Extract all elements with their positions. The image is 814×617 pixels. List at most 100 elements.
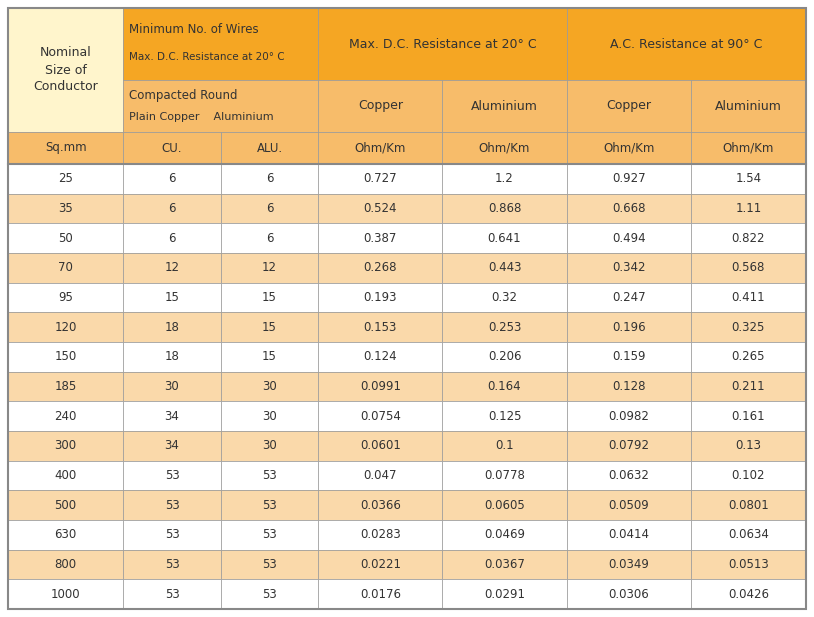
Text: 6: 6 [168, 231, 176, 245]
Text: 0.0792: 0.0792 [608, 439, 650, 452]
Bar [567, 164, 691, 194]
Bar [567, 132, 691, 164]
Bar [443, 520, 567, 550]
Bar [443, 80, 567, 132]
Text: 0.102: 0.102 [732, 469, 765, 482]
Text: 18: 18 [164, 350, 179, 363]
Bar [318, 312, 443, 342]
Bar [567, 491, 691, 520]
Bar [318, 342, 443, 371]
Text: 0.0367: 0.0367 [484, 558, 525, 571]
Bar [123, 80, 318, 132]
Text: 53: 53 [262, 587, 277, 601]
Text: 12: 12 [164, 262, 180, 275]
Text: 630: 630 [55, 528, 77, 541]
Text: 800: 800 [55, 558, 77, 571]
Text: 0.641: 0.641 [488, 231, 521, 245]
Text: 0.0176: 0.0176 [360, 587, 401, 601]
Bar [221, 491, 318, 520]
Bar [318, 550, 443, 579]
Bar [8, 431, 123, 461]
Bar [318, 253, 443, 283]
Bar [123, 579, 221, 609]
Text: 30: 30 [262, 380, 277, 393]
Bar [123, 520, 221, 550]
Text: Plain Copper    Aluminium: Plain Copper Aluminium [129, 112, 274, 122]
Bar [691, 461, 806, 491]
Bar [691, 579, 806, 609]
Text: 70: 70 [58, 262, 73, 275]
Text: 6: 6 [266, 172, 274, 185]
Bar [123, 164, 221, 194]
Bar [443, 283, 567, 312]
Text: 0.211: 0.211 [732, 380, 765, 393]
Text: 0.411: 0.411 [732, 291, 765, 304]
Text: 15: 15 [262, 291, 277, 304]
Text: 500: 500 [55, 499, 77, 511]
Bar [8, 164, 123, 194]
Text: 0.342: 0.342 [612, 262, 646, 275]
Bar [567, 194, 691, 223]
Text: 0.0801: 0.0801 [728, 499, 768, 511]
Text: 0.0366: 0.0366 [360, 499, 400, 511]
Text: 0.0283: 0.0283 [360, 528, 400, 541]
Text: 53: 53 [164, 558, 179, 571]
Bar [8, 283, 123, 312]
Bar [691, 164, 806, 194]
Text: 0.124: 0.124 [364, 350, 397, 363]
Bar [567, 253, 691, 283]
Text: 0.206: 0.206 [488, 350, 521, 363]
Text: 53: 53 [164, 499, 179, 511]
Text: Copper: Copper [606, 99, 651, 112]
Text: 12: 12 [262, 262, 277, 275]
Text: 0.0982: 0.0982 [608, 410, 649, 423]
Bar [567, 579, 691, 609]
Text: 0.0221: 0.0221 [360, 558, 401, 571]
Text: 1.54: 1.54 [735, 172, 761, 185]
Bar [443, 342, 567, 371]
Text: 0.128: 0.128 [612, 380, 646, 393]
Bar [691, 312, 806, 342]
Bar [123, 132, 221, 164]
Bar [691, 520, 806, 550]
Text: 0.13: 0.13 [735, 439, 761, 452]
Bar [318, 132, 443, 164]
Bar [567, 223, 691, 253]
Text: ALU.: ALU. [256, 141, 282, 154]
Text: 0.0426: 0.0426 [728, 587, 769, 601]
Bar [318, 491, 443, 520]
Text: 0.265: 0.265 [732, 350, 765, 363]
Bar [221, 312, 318, 342]
Text: Minimum No. of Wires: Minimum No. of Wires [129, 23, 259, 36]
Bar [8, 550, 123, 579]
Bar [221, 401, 318, 431]
Bar [221, 431, 318, 461]
Bar [443, 579, 567, 609]
Text: 0.0469: 0.0469 [484, 528, 525, 541]
Text: 50: 50 [59, 231, 73, 245]
Text: 53: 53 [262, 469, 277, 482]
Text: 6: 6 [266, 231, 274, 245]
Bar [8, 8, 123, 132]
Bar [691, 283, 806, 312]
Text: 0.325: 0.325 [732, 321, 765, 334]
Bar [318, 461, 443, 491]
Text: 95: 95 [58, 291, 73, 304]
Bar [123, 312, 221, 342]
Bar [443, 461, 567, 491]
Bar [567, 431, 691, 461]
Bar [567, 401, 691, 431]
Bar [221, 253, 318, 283]
Text: 0.0778: 0.0778 [484, 469, 525, 482]
Text: 25: 25 [58, 172, 73, 185]
Text: 0.0634: 0.0634 [728, 528, 768, 541]
Text: 0.0291: 0.0291 [484, 587, 525, 601]
Text: 0.047: 0.047 [364, 469, 397, 482]
Text: 0.822: 0.822 [732, 231, 765, 245]
Bar [443, 401, 567, 431]
Bar [123, 223, 221, 253]
Bar [443, 431, 567, 461]
Bar [123, 371, 221, 401]
Text: 6: 6 [168, 202, 176, 215]
Bar [221, 223, 318, 253]
